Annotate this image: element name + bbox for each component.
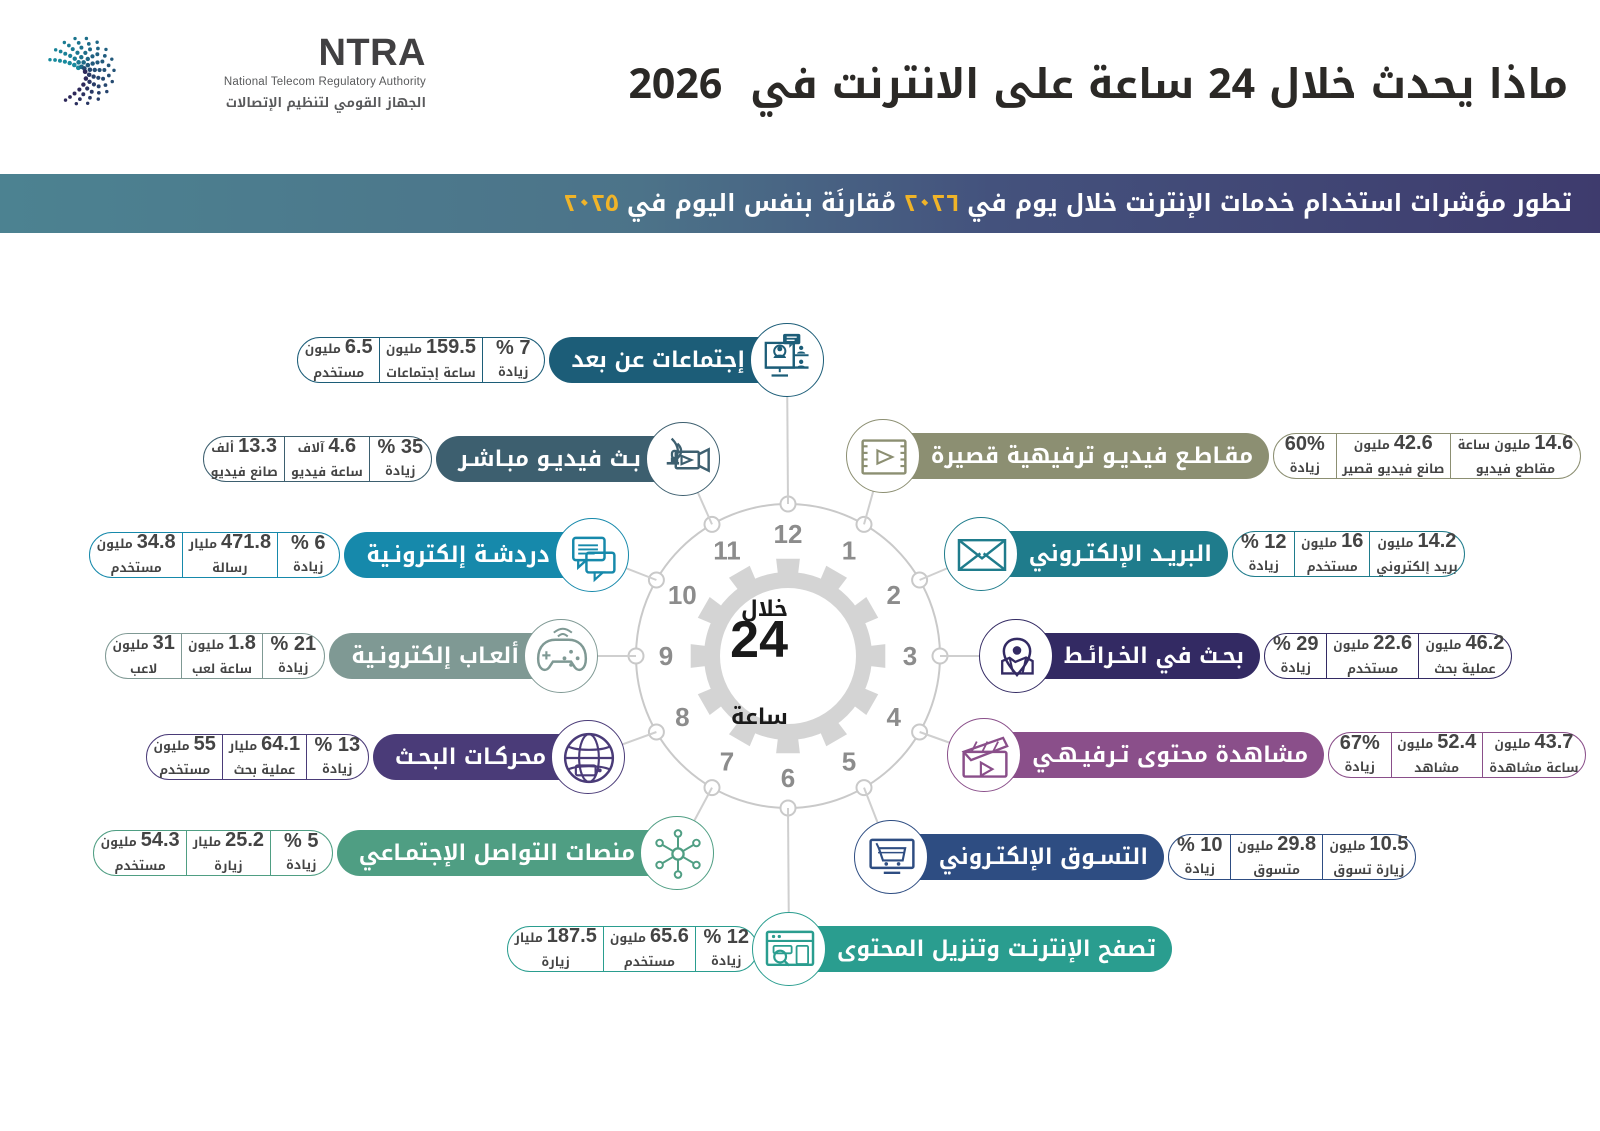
svg-text:5: 5 [842, 747, 856, 777]
svg-text:7: 7 [720, 747, 734, 777]
svg-text:4: 4 [886, 702, 901, 732]
svg-text:11: 11 [713, 535, 741, 565]
svg-text:10: 10 [668, 580, 697, 610]
svg-text:6: 6 [781, 763, 795, 793]
svg-text:1: 1 [842, 535, 856, 565]
svg-text:3: 3 [903, 641, 917, 671]
svg-text:12: 12 [774, 519, 803, 549]
svg-text:2: 2 [886, 580, 900, 610]
svg-text:8: 8 [675, 702, 689, 732]
svg-text:9: 9 [659, 641, 673, 671]
